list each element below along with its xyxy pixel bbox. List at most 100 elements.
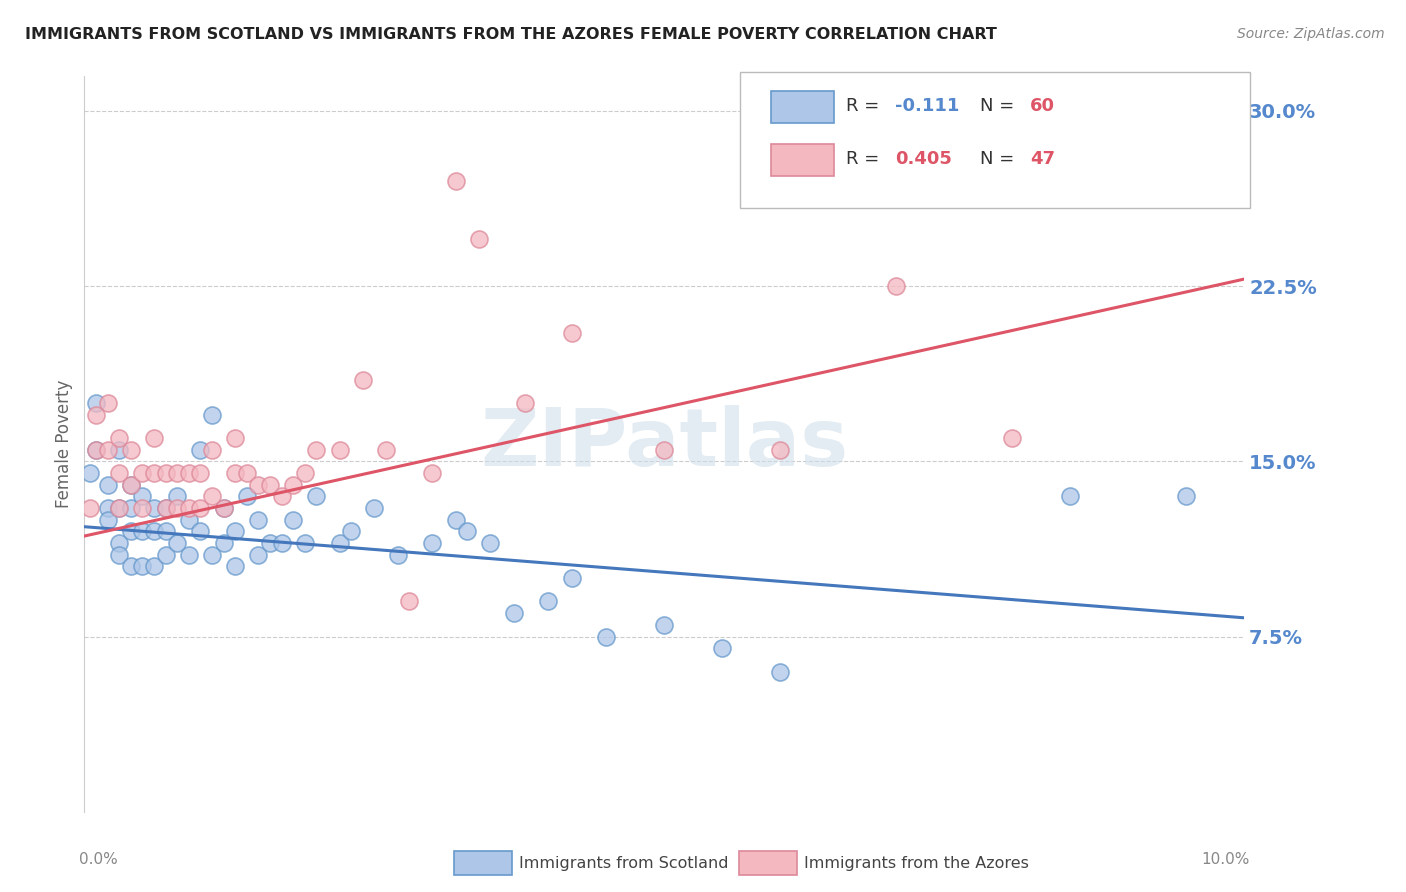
Point <box>444 513 467 527</box>
Point <box>108 501 131 516</box>
Point <box>120 559 142 574</box>
Text: 0.0%: 0.0% <box>79 852 117 867</box>
Point <box>294 536 316 550</box>
Point <box>652 617 676 632</box>
FancyBboxPatch shape <box>740 72 1250 209</box>
Point <box>84 442 107 457</box>
Point <box>143 559 166 574</box>
Point <box>79 466 101 480</box>
Point <box>96 501 118 516</box>
Text: Immigrants from the Azores: Immigrants from the Azores <box>804 855 1028 871</box>
Point <box>235 466 259 480</box>
Point <box>84 442 107 457</box>
Point <box>1175 489 1198 503</box>
Point <box>108 466 131 480</box>
Point <box>177 466 200 480</box>
Point <box>294 466 316 480</box>
Point <box>247 513 270 527</box>
Point <box>84 408 107 422</box>
Point <box>212 501 235 516</box>
Point <box>201 442 224 457</box>
Point <box>281 477 305 491</box>
Point <box>143 524 166 539</box>
Point <box>537 594 560 608</box>
Text: IMMIGRANTS FROM SCOTLAND VS IMMIGRANTS FROM THE AZORES FEMALE POVERTY CORRELATIO: IMMIGRANTS FROM SCOTLAND VS IMMIGRANTS F… <box>25 27 997 42</box>
Point <box>108 548 131 562</box>
Point <box>143 501 166 516</box>
Point <box>96 396 118 410</box>
Point <box>374 442 398 457</box>
Point <box>560 571 583 585</box>
Point <box>422 536 444 550</box>
Point <box>177 513 200 527</box>
Point <box>155 501 177 516</box>
Text: N =: N = <box>980 97 1019 115</box>
Point <box>235 489 259 503</box>
Point <box>108 536 131 550</box>
Point <box>108 442 131 457</box>
Point <box>155 466 177 480</box>
Point <box>166 536 188 550</box>
Point <box>769 442 792 457</box>
Point <box>224 431 246 445</box>
Point <box>711 641 734 656</box>
Point <box>166 489 188 503</box>
Point <box>143 466 166 480</box>
Text: N =: N = <box>980 150 1019 168</box>
Point <box>120 442 142 457</box>
Text: Source: ZipAtlas.com: Source: ZipAtlas.com <box>1237 27 1385 41</box>
Point <box>502 606 524 620</box>
Point <box>201 408 224 422</box>
Point <box>84 396 107 410</box>
Point <box>131 524 153 539</box>
Text: R =: R = <box>846 150 886 168</box>
Point <box>120 501 142 516</box>
Point <box>79 501 101 516</box>
Point <box>444 174 467 188</box>
Point <box>515 396 537 410</box>
Point <box>188 466 212 480</box>
Point <box>108 501 131 516</box>
Point <box>247 548 270 562</box>
Point <box>259 536 281 550</box>
Point <box>177 501 200 516</box>
Point <box>166 501 188 516</box>
Text: 10.0%: 10.0% <box>1202 852 1250 867</box>
Point <box>201 548 224 562</box>
Text: 60: 60 <box>1029 97 1054 115</box>
Point <box>143 431 166 445</box>
Point <box>155 524 177 539</box>
Point <box>201 489 224 503</box>
Text: 0.405: 0.405 <box>896 150 952 168</box>
Point <box>1001 431 1024 445</box>
Point <box>96 513 118 527</box>
Text: ZIPatlas: ZIPatlas <box>481 405 848 483</box>
Point <box>155 548 177 562</box>
Point <box>328 442 352 457</box>
Point <box>120 477 142 491</box>
Point <box>281 513 305 527</box>
Text: R =: R = <box>846 97 886 115</box>
Point <box>188 501 212 516</box>
Point <box>422 466 444 480</box>
Point <box>363 501 385 516</box>
Point <box>270 489 292 503</box>
Point <box>224 466 246 480</box>
Y-axis label: Female Poverty: Female Poverty <box>55 380 73 508</box>
Point <box>769 665 792 679</box>
Point <box>212 501 235 516</box>
Point <box>468 232 491 246</box>
Point <box>96 442 118 457</box>
Point <box>328 536 352 550</box>
Point <box>212 536 235 550</box>
Point <box>305 489 328 503</box>
Point <box>108 431 131 445</box>
Point <box>96 477 118 491</box>
Point <box>456 524 478 539</box>
Point <box>886 279 908 293</box>
Point <box>1059 489 1081 503</box>
Point <box>560 326 583 340</box>
Point <box>166 466 188 480</box>
Point <box>595 630 617 644</box>
Point <box>259 477 281 491</box>
